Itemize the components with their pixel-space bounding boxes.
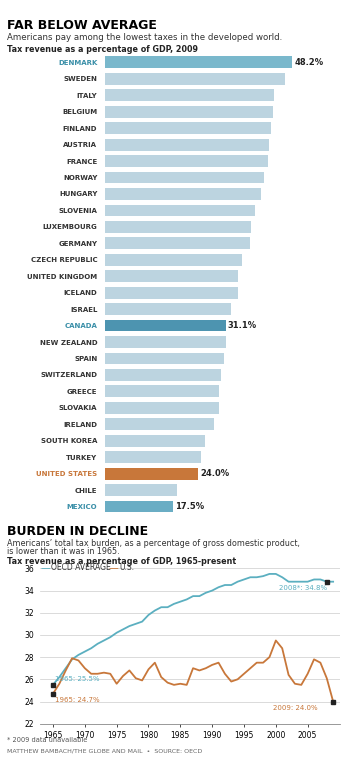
Text: 2009: 24.0%: 2009: 24.0% (273, 705, 317, 711)
Text: —: — (108, 563, 118, 574)
Text: Tax revenue as a percentage of GDP, 1965-present: Tax revenue as a percentage of GDP, 1965… (7, 557, 236, 567)
Text: 1965: 24.7%: 1965: 24.7% (55, 697, 99, 703)
Bar (105, 369, 221, 381)
Bar (105, 418, 214, 430)
Bar (105, 435, 204, 447)
Text: BURDEN IN DECLINE: BURDEN IN DECLINE (7, 525, 148, 538)
Bar (105, 106, 273, 118)
Text: Americans pay among the lowest taxes in the developed world.: Americans pay among the lowest taxes in … (7, 33, 282, 42)
Bar (105, 139, 270, 151)
Bar (105, 188, 260, 200)
Text: 1965: 25.5%: 1965: 25.5% (55, 676, 99, 682)
Bar (105, 501, 173, 512)
Text: 31.1%: 31.1% (228, 321, 257, 330)
Bar (105, 238, 250, 249)
Bar (105, 320, 226, 331)
Bar (105, 122, 272, 134)
Bar (105, 336, 225, 348)
Text: 2008*: 34.8%: 2008*: 34.8% (279, 585, 327, 591)
Bar (105, 385, 219, 397)
Bar (105, 89, 274, 101)
Text: —: — (40, 563, 50, 574)
Bar (105, 451, 201, 463)
Bar (105, 303, 231, 315)
Text: U.S.: U.S. (119, 563, 134, 573)
Bar (105, 270, 238, 283)
Text: 24.0%: 24.0% (200, 469, 229, 478)
Bar (105, 286, 238, 299)
Bar (105, 155, 268, 167)
Bar (105, 254, 242, 265)
Bar (105, 352, 224, 365)
Text: OECD AVERAGE: OECD AVERAGE (51, 563, 111, 573)
Bar (105, 402, 219, 414)
Text: 48.2%: 48.2% (294, 58, 323, 67)
Bar (105, 204, 255, 217)
Text: 17.5%: 17.5% (175, 502, 204, 511)
Bar (105, 221, 251, 233)
Text: is lower than it was in 1965.: is lower than it was in 1965. (7, 547, 120, 557)
Text: * 2009 data unavailable: * 2009 data unavailable (7, 737, 88, 743)
Bar (105, 73, 286, 85)
Text: MATTHEW BAMBACH/THE GLOBE AND MAIL  •  SOURCE: OECD: MATTHEW BAMBACH/THE GLOBE AND MAIL • SOU… (7, 748, 202, 753)
Text: Tax revenue as a percentage of GDP, 2009: Tax revenue as a percentage of GDP, 2009 (7, 45, 198, 54)
Bar (105, 484, 177, 496)
Bar (105, 57, 293, 68)
Text: Americans’ total tax burden, as a percentage of gross domestic product,: Americans’ total tax burden, as a percen… (7, 539, 300, 549)
Text: FAR BELOW AVERAGE: FAR BELOW AVERAGE (7, 19, 157, 33)
Bar (105, 467, 198, 480)
Bar (105, 172, 265, 183)
